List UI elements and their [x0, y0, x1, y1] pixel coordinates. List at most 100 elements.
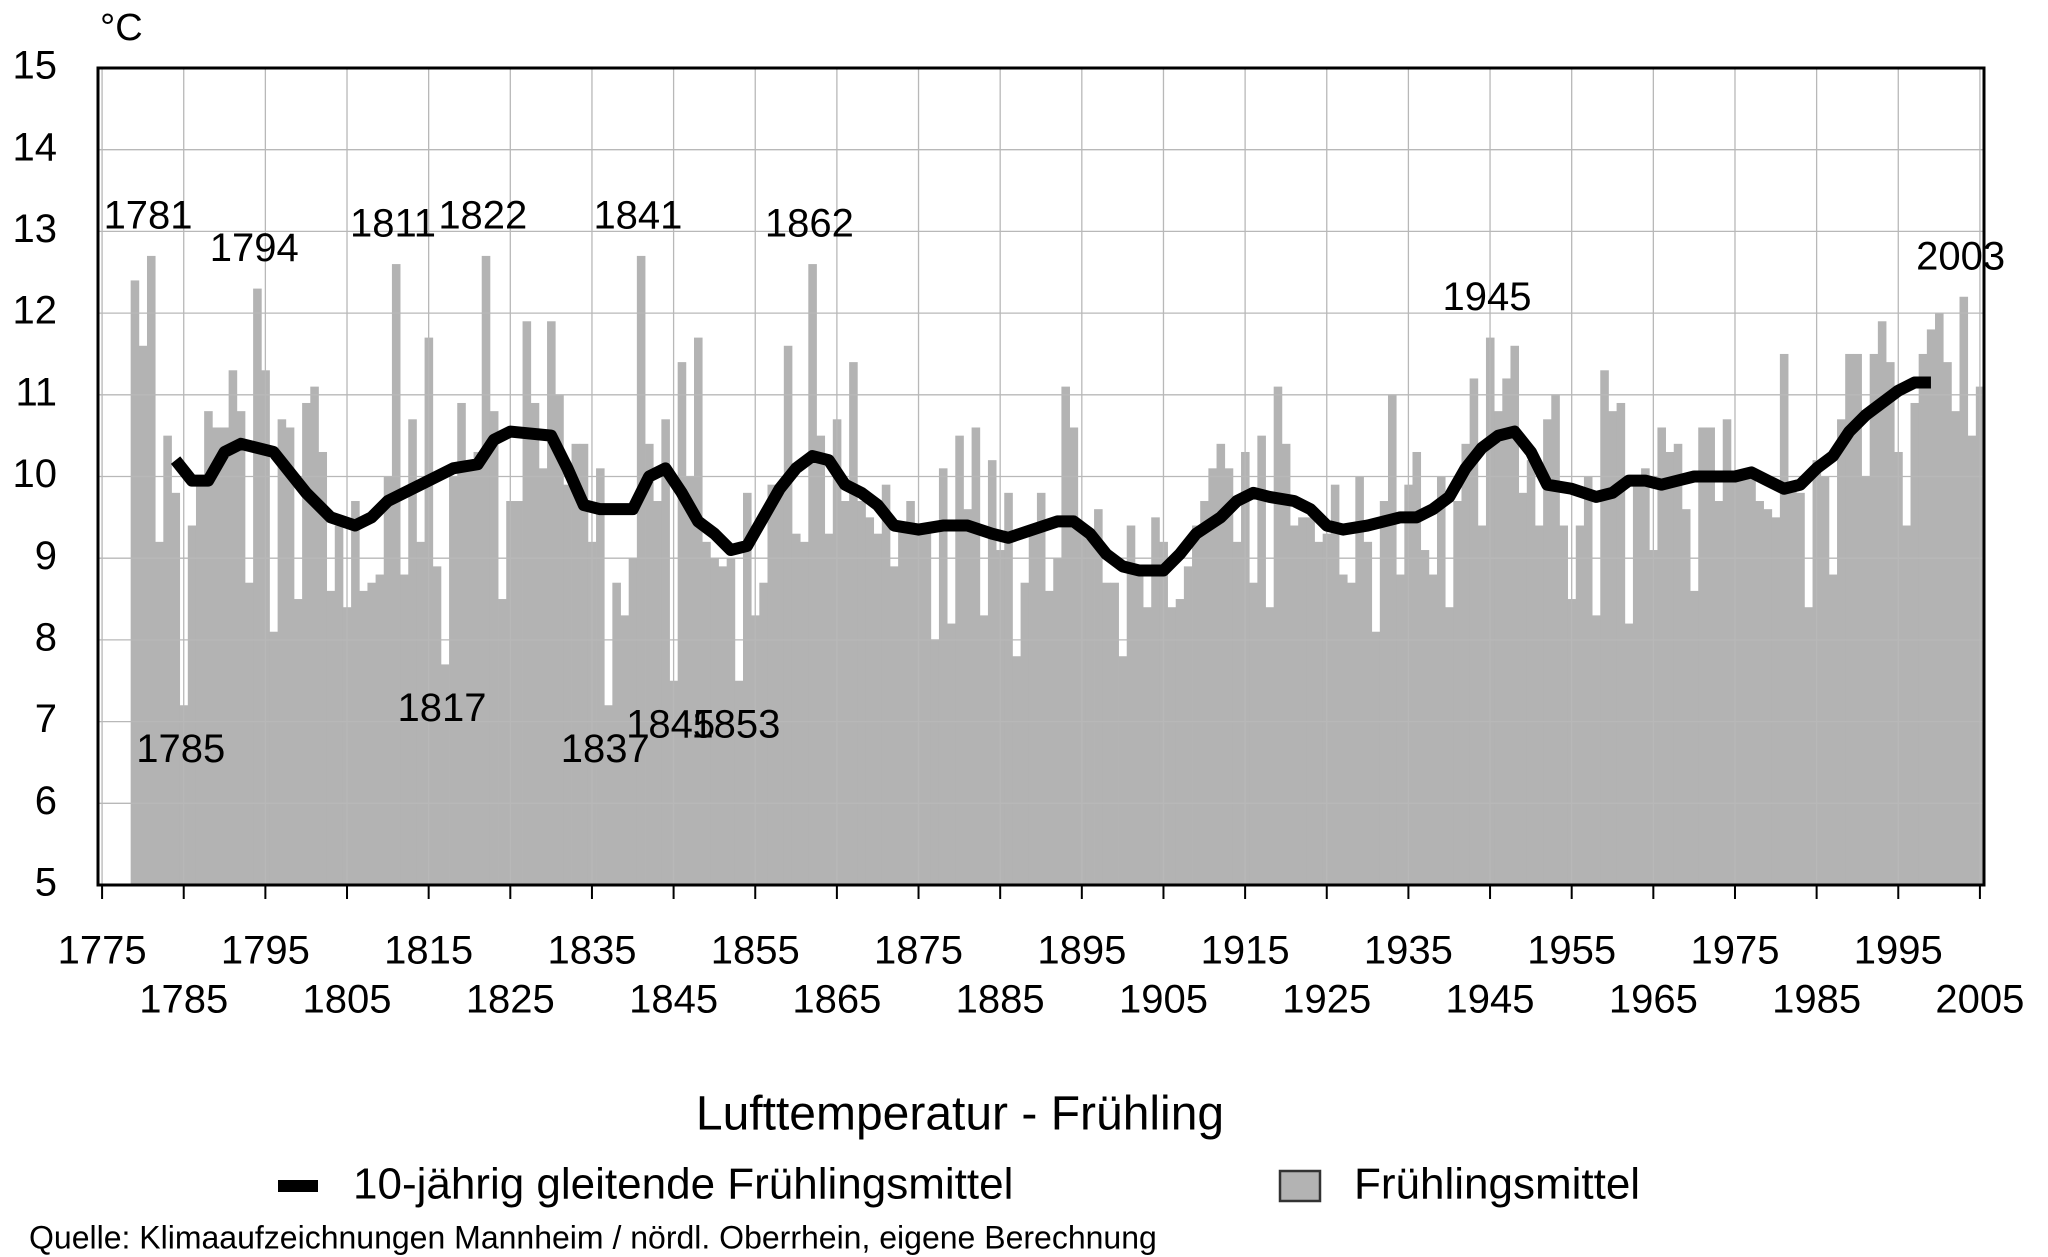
bar: [1143, 607, 1152, 885]
bar: [375, 574, 385, 885]
bar: [563, 484, 572, 885]
bar: [1420, 550, 1430, 885]
bar: [702, 541, 711, 885]
y-tick-label: 13: [13, 207, 58, 251]
bar: [416, 541, 425, 885]
bar: [1641, 468, 1650, 885]
bar: [620, 615, 630, 885]
bar: [473, 451, 483, 885]
bar: [661, 419, 670, 885]
bar: [1200, 501, 1209, 885]
bar: [1575, 525, 1585, 885]
annotation: 2003: [1916, 234, 2005, 278]
bar: [1004, 492, 1013, 885]
x-tick-label: 1985: [1772, 978, 1861, 1022]
bar: [318, 451, 328, 885]
source-note: Quelle: Klimaaufzeichnungen Mannheim / n…: [29, 1219, 1157, 1255]
y-tick-label: 15: [13, 44, 58, 88]
bar: [1951, 411, 1960, 885]
bar: [236, 411, 246, 885]
bar: [1510, 345, 1520, 885]
bar: [1298, 517, 1307, 885]
bar: [383, 476, 393, 885]
bar: [840, 501, 850, 885]
annotation: 1845: [626, 702, 715, 746]
y-tick-label: 9: [35, 534, 57, 578]
bar: [1755, 501, 1764, 885]
bar: [1583, 476, 1593, 885]
x-tick-label: 1975: [1690, 929, 1779, 973]
x-tick-label: 1945: [1446, 978, 1535, 1022]
bar: [522, 321, 532, 885]
bar: [865, 517, 875, 885]
bar: [547, 321, 556, 885]
y-tick-label: 14: [13, 125, 58, 169]
bar: [775, 492, 785, 885]
bar: [857, 501, 866, 885]
x-tick-label: 1895: [1037, 929, 1126, 973]
bar: [979, 615, 989, 885]
bar: [1926, 329, 1936, 885]
legend-label: 10-jährig gleitende Frühlingsmittel: [353, 1160, 1013, 1209]
bar: [1763, 509, 1773, 885]
bar: [571, 443, 581, 885]
bar: [734, 680, 744, 885]
bar: [1494, 411, 1503, 885]
bar: [612, 582, 621, 885]
bar: [1918, 353, 1928, 885]
bar: [645, 443, 654, 885]
bar: [1469, 378, 1479, 885]
bar: [171, 492, 181, 885]
bar: [987, 460, 997, 885]
bar: [1453, 501, 1462, 885]
bar: [1126, 525, 1136, 885]
bar: [1788, 484, 1797, 885]
plot-frame: [96, 66, 1986, 887]
x-tick-label: 1955: [1527, 929, 1616, 973]
bar: [1910, 402, 1920, 885]
chart-title: Lufttemperatur - Frühling: [696, 1088, 1224, 1141]
bar: [1739, 476, 1748, 885]
bar: [596, 468, 605, 885]
bar: [1192, 525, 1201, 885]
bar: [767, 484, 777, 885]
bar: [1281, 443, 1291, 885]
bar: [489, 411, 499, 885]
x-tick-label: 2005: [1935, 978, 2024, 1022]
annotation: 1811: [350, 202, 436, 246]
bar: [212, 427, 221, 885]
bar: [1363, 541, 1373, 885]
bar: [1706, 427, 1715, 885]
y-tick-label: 11: [15, 370, 57, 414]
bar: [1608, 411, 1617, 885]
x-tick-label: 1915: [1201, 929, 1290, 973]
bar: [963, 509, 973, 885]
bar: [1559, 525, 1569, 885]
bar: [1861, 476, 1871, 885]
bar: [1216, 443, 1226, 885]
bar: [155, 541, 164, 885]
x-tick-label: 1845: [629, 978, 718, 1022]
annotation: 1841: [593, 193, 682, 237]
bar: [1355, 476, 1364, 885]
bar: [326, 590, 336, 885]
bar: [138, 345, 148, 885]
bar: [1714, 501, 1724, 885]
bar: [1600, 370, 1609, 885]
bar: [1085, 533, 1095, 885]
bar: [694, 337, 703, 885]
bar: [1616, 402, 1626, 885]
bar: [1379, 501, 1389, 885]
bar: [1967, 435, 1977, 885]
bar: [791, 533, 801, 885]
bar: [1722, 419, 1732, 885]
annotation: 1853: [691, 702, 780, 746]
bar: [898, 525, 907, 885]
bar: [187, 525, 197, 885]
bar: [1330, 484, 1340, 885]
bar: [783, 345, 793, 885]
bar: [220, 427, 230, 885]
bar: [849, 362, 858, 885]
bar: [947, 623, 956, 885]
bar: [1796, 492, 1805, 885]
